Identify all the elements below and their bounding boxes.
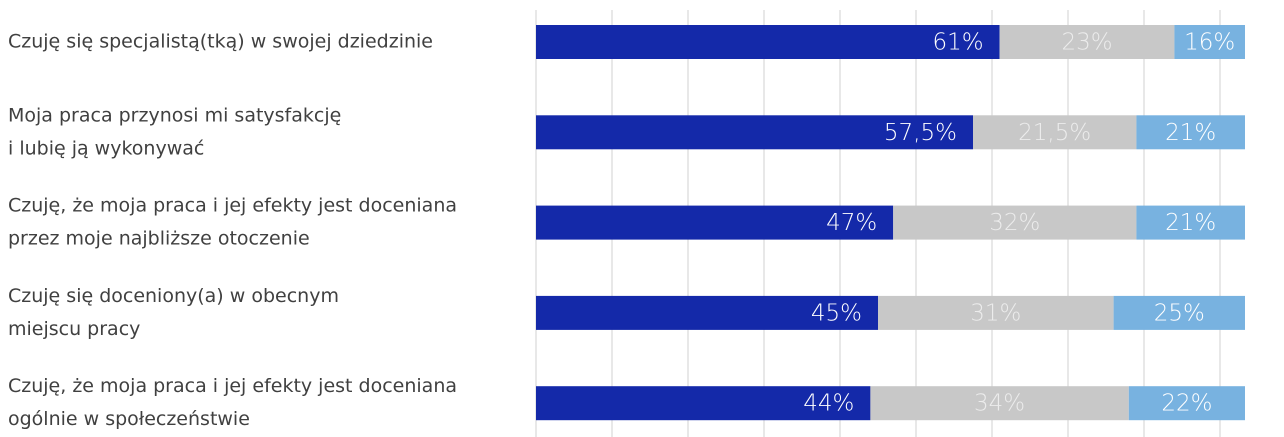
bar-segment	[536, 25, 1000, 59]
value-label: 21%	[1165, 120, 1216, 146]
bar-segment	[536, 115, 973, 150]
category-label: ogólnie w społeczeństwie	[8, 408, 250, 430]
value-label: 57,5%	[884, 120, 957, 146]
bar-segment	[1136, 115, 1245, 150]
category-label: Czuję się doceniony(a) w obecnym	[8, 285, 339, 307]
value-label: 23%	[1061, 30, 1112, 56]
value-label: 61%	[932, 30, 983, 56]
value-label: 25%	[1154, 300, 1205, 326]
bar-segment	[536, 386, 871, 421]
bar-segment	[878, 295, 1114, 330]
value-label: 44%	[803, 391, 854, 417]
category-label: Czuję, że moja praca i jej efekty jest d…	[8, 195, 457, 217]
category-label: Czuję, że moja praca i jej efekty jest d…	[8, 375, 457, 397]
value-label: 32%	[989, 210, 1040, 236]
value-label: 34%	[974, 391, 1025, 417]
bar-segment	[536, 295, 878, 330]
category-label: przez moje najbliższe otoczenie	[8, 228, 310, 250]
value-label: 47%	[826, 210, 877, 236]
bar-segment	[973, 115, 1137, 150]
bar-segment	[1136, 205, 1245, 240]
value-label: 16%	[1184, 30, 1235, 56]
category-label: Czuję się specjalistą(tką) w swojej dzie…	[8, 31, 433, 53]
category-label: i lubię ją wykonywać	[8, 137, 204, 159]
category-label: Moja praca przynosi mi satysfakcję	[8, 104, 341, 126]
plot	[535, 10, 1245, 437]
bar-segment	[999, 25, 1175, 59]
bar-segment	[1113, 295, 1245, 330]
bar-segment	[1128, 386, 1245, 421]
bar-segment	[893, 205, 1137, 240]
value-label: 22%	[1161, 391, 1212, 417]
bar-segment	[1174, 25, 1245, 59]
value-label: 31%	[970, 300, 1021, 326]
value-label: 21,5%	[1018, 120, 1091, 146]
bar-segment	[536, 205, 894, 240]
value-label: 45%	[811, 300, 862, 326]
category-label: miejscu pracy	[8, 318, 140, 340]
bar-segment	[870, 386, 1129, 421]
value-label: 21%	[1165, 210, 1216, 236]
